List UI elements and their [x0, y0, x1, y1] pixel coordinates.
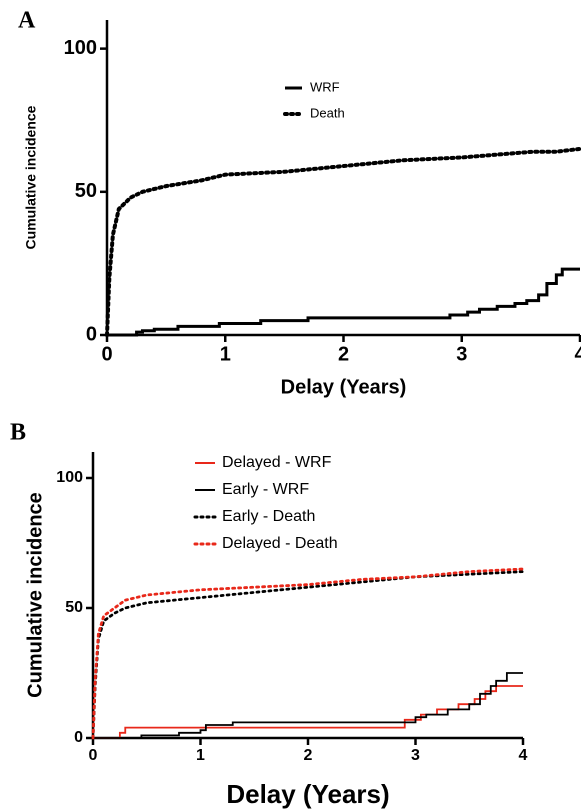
legend-label: Delayed - Death	[222, 535, 338, 552]
x-tick-label: 0	[89, 747, 98, 764]
series-line	[93, 685, 523, 739]
series-line	[91, 567, 525, 740]
y-tick-label: 0	[74, 729, 83, 746]
x-tick-label: 3	[456, 343, 467, 365]
panel-label: B	[10, 420, 26, 446]
x-tick-label: 1	[196, 747, 205, 764]
y-axis-label: Cumulative incidence	[24, 492, 46, 698]
y-tick-label: 0	[86, 323, 97, 345]
x-tick-label: 2	[338, 343, 349, 365]
series-line	[93, 672, 523, 739]
panel-label: A	[18, 8, 36, 34]
legend-label: Delayed - WRF	[222, 454, 332, 471]
x-tick-label: 2	[304, 747, 313, 764]
x-tick-label: 4	[574, 343, 581, 365]
y-tick-label: 50	[65, 599, 83, 616]
legend-label: Early - WRF	[222, 481, 309, 498]
legend-label: WRF	[310, 79, 340, 94]
legend-label: Early - Death	[222, 508, 315, 525]
series-line	[107, 267, 580, 337]
legend-label: Death	[310, 105, 345, 120]
series-line	[105, 146, 581, 337]
x-tick-label: 3	[411, 747, 420, 764]
series-line	[91, 570, 525, 740]
y-tick-label: 100	[64, 37, 97, 59]
x-axis-label: Delay (Years)	[281, 376, 407, 398]
x-tick-label: 4	[519, 747, 528, 764]
y-axis-label: Cumulative incidence	[23, 105, 39, 249]
y-tick-label: 50	[75, 180, 97, 202]
x-tick-label: 0	[101, 343, 112, 365]
x-tick-label: 1	[220, 343, 231, 365]
y-tick-label: 100	[56, 469, 83, 486]
x-axis-label: Delay (Years)	[226, 779, 389, 809]
